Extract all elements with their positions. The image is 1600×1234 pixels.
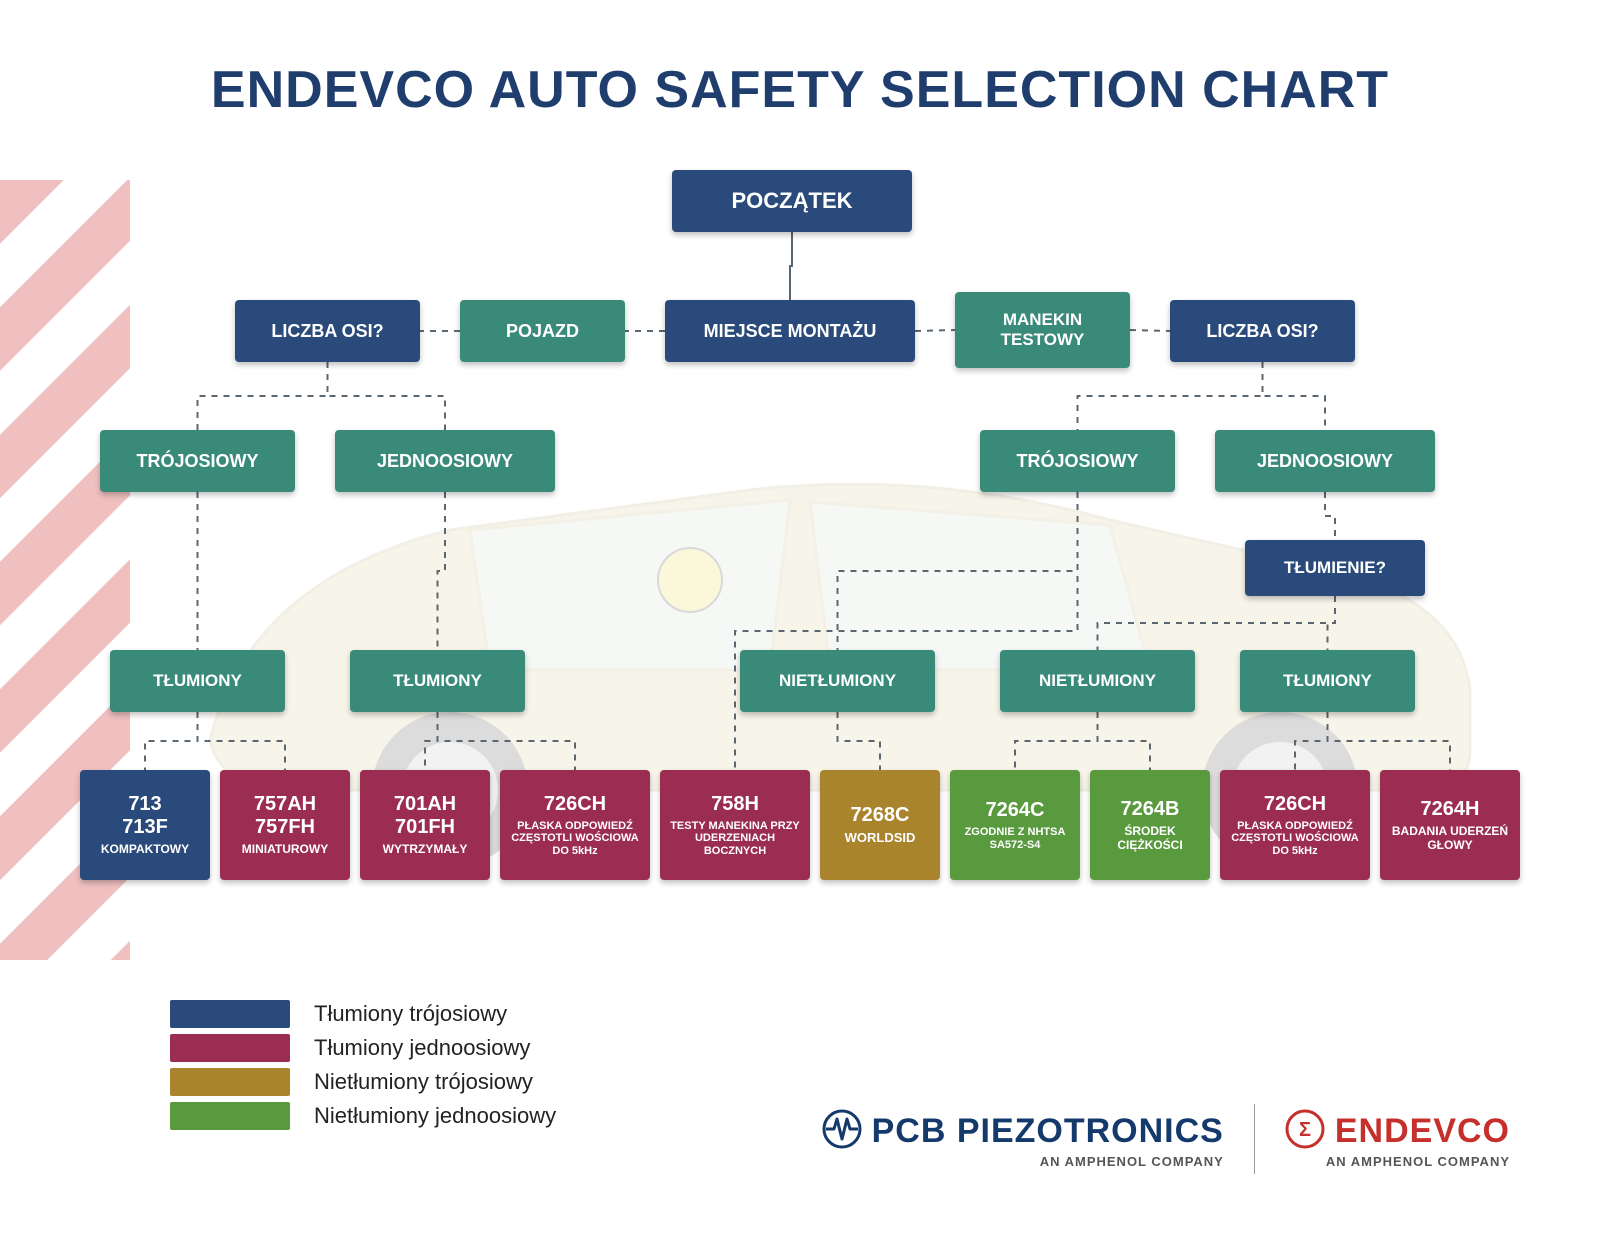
legend-label: Nietłumiony trójosiowy — [314, 1069, 533, 1095]
node-label: POJAZD — [506, 321, 579, 342]
node-p_758: 758H TESTY MANEKINA PRZY UDERZENIACH BOCZ… — [660, 770, 810, 880]
legend-swatch — [170, 1068, 290, 1096]
node-subtitle: WORLDSID — [845, 831, 916, 846]
legend-row: Nietłumiony jednoosiowy — [170, 1102, 556, 1130]
node-subtitle: PŁASKA ODPOWIEDŹ CZĘSTOTLI WOŚCIOWA DO 5… — [508, 820, 642, 858]
legend-label: Nietłumiony jednoosiowy — [314, 1103, 556, 1129]
chart-title: ENDEVCO AUTO SAFETY SELECTION CHART — [0, 60, 1600, 120]
node-label: NIETŁUMIONY — [1039, 671, 1156, 691]
legend-swatch — [170, 1000, 290, 1028]
node-mount: MIEJSCE MONTAŻU — [665, 300, 915, 362]
pcb-tagline: AN AMPHENOL COMPANY — [1040, 1154, 1224, 1169]
node-label: JEDNOOSIOWY — [377, 451, 513, 472]
node-title: 701AH 701FH — [394, 793, 456, 839]
pcb-icon — [822, 1109, 862, 1154]
node-p_701: 701AH 701FH WYTRZYMAŁY — [360, 770, 490, 880]
node-subtitle: TESTY MANEKINA PRZY UDERZENIACH BOCZNYCH — [668, 820, 802, 858]
node-label: TŁUMIONY — [393, 671, 482, 691]
node-p_726l: 726CH PŁASKA ODPOWIEDŹ CZĘSTOTLI WOŚCIOWA… — [500, 770, 650, 880]
node-axes_r: LICZBA OSI? — [1170, 300, 1355, 362]
node-vehicle: POJAZD — [460, 300, 625, 362]
flowchart-stage: POCZĄTEK LICZBA OSI? POJAZD MIEJSCE MONTAŻU… — [60, 150, 1540, 930]
node-title: 726CH — [544, 793, 606, 816]
node-label: JEDNOOSIOWY — [1257, 451, 1393, 472]
node-damp_l1: TŁUMIONY — [110, 650, 285, 712]
node-label: TRÓJOSIOWY — [1016, 451, 1138, 472]
node-axes_l: LICZBA OSI? — [235, 300, 420, 362]
node-uni_l: JEDNOOSIOWY — [335, 430, 555, 492]
endevco-tagline: AN AMPHENOL COMPANY — [1326, 1154, 1510, 1169]
pcb-name: PCB PIEZOTRONICS — [872, 1112, 1224, 1151]
node-p_713: 713 713F KOMPAKTOWY — [80, 770, 210, 880]
node-undamp_r: NIETŁUMIONY — [1000, 650, 1195, 712]
node-title: 757AH 757FH — [254, 793, 316, 839]
node-label: TŁUMIONY — [153, 671, 242, 691]
node-title: 713 713F — [122, 793, 168, 839]
node-p_7264c: 7264C ZGODNIE Z NHTSA SA572-S4 — [950, 770, 1080, 880]
node-start: POCZĄTEK — [672, 170, 912, 232]
node-title: 7264B — [1121, 798, 1180, 821]
node-label: NIETŁUMIONY — [779, 671, 896, 691]
node-title: 758H — [711, 793, 759, 816]
node-p_7264h: 7264H BADANIA UDERZEŃ GŁOWY — [1380, 770, 1520, 880]
legend-row: Nietłumiony trójosiowy — [170, 1068, 556, 1096]
node-label: POCZĄTEK — [732, 188, 853, 214]
node-p_7268: 7268C WORLDSID — [820, 770, 940, 880]
legend-label: Tłumiony trójosiowy — [314, 1001, 507, 1027]
node-subtitle: PŁASKA ODPOWIEDŹ CZĘSTOTLI WOŚCIOWA DO 5… — [1228, 820, 1362, 858]
legend: Tłumiony trójosiowy Tłumiony jednoosiowy N… — [170, 1000, 556, 1136]
node-label: TŁUMIONY — [1283, 671, 1372, 691]
node-title: 726CH — [1264, 793, 1326, 816]
node-undamp_m: NIETŁUMIONY — [740, 650, 935, 712]
legend-row: Tłumiony trójosiowy — [170, 1000, 556, 1028]
node-subtitle: KOMPAKTOWY — [101, 843, 189, 857]
node-subtitle: MINIATUROWY — [242, 843, 328, 857]
node-tri_l: TRÓJOSIOWY — [100, 430, 295, 492]
node-label: MANEKIN TESTOWY — [963, 310, 1122, 351]
legend-row: Tłumiony jednoosiowy — [170, 1034, 556, 1062]
node-subtitle: ZGODNIE Z NHTSA SA572-S4 — [958, 826, 1072, 851]
footer-logos: PCB PIEZOTRONICS AN AMPHENOL COMPANY Σ E… — [792, 1104, 1540, 1174]
node-title: 7264H — [1421, 798, 1480, 821]
node-damp_l2: TŁUMIONY — [350, 650, 525, 712]
node-label: MIEJSCE MONTAŻU — [704, 321, 877, 342]
node-label: TŁUMIENIE? — [1284, 558, 1386, 578]
node-title: 7268C — [851, 804, 910, 827]
node-damp_q: TŁUMIENIE? — [1245, 540, 1425, 596]
node-damp_r: TŁUMIONY — [1240, 650, 1415, 712]
logo-endevco: Σ ENDEVCO AN AMPHENOL COMPANY — [1255, 1109, 1540, 1169]
node-title: 7264C — [986, 799, 1045, 822]
node-label: LICZBA OSI? — [271, 321, 383, 342]
node-p_757: 757AH 757FH MINIATUROWY — [220, 770, 350, 880]
node-label: LICZBA OSI? — [1206, 321, 1318, 342]
node-dummy: MANEKIN TESTOWY — [955, 292, 1130, 368]
legend-label: Tłumiony jednoosiowy — [314, 1035, 530, 1061]
node-label: TRÓJOSIOWY — [136, 451, 258, 472]
node-p_7264b: 7264B ŚRODEK CIĘŻKOŚCI — [1090, 770, 1210, 880]
node-subtitle: BADANIA UDERZEŃ GŁOWY — [1388, 825, 1512, 853]
legend-swatch — [170, 1034, 290, 1062]
node-tri_r: TRÓJOSIOWY — [980, 430, 1175, 492]
endevco-icon: Σ — [1285, 1109, 1325, 1154]
node-subtitle: ŚRODEK CIĘŻKOŚCI — [1098, 825, 1202, 853]
node-p_726r: 726CH PŁASKA ODPOWIEDŹ CZĘSTOTLI WOŚCIOWA… — [1220, 770, 1370, 880]
node-uni_r: JEDNOOSIOWY — [1215, 430, 1435, 492]
node-subtitle: WYTRZYMAŁY — [383, 843, 468, 857]
logo-pcb: PCB PIEZOTRONICS AN AMPHENOL COMPANY — [792, 1109, 1254, 1169]
endevco-name: ENDEVCO — [1335, 1112, 1510, 1151]
svg-text:Σ: Σ — [1299, 1119, 1311, 1141]
legend-swatch — [170, 1102, 290, 1130]
